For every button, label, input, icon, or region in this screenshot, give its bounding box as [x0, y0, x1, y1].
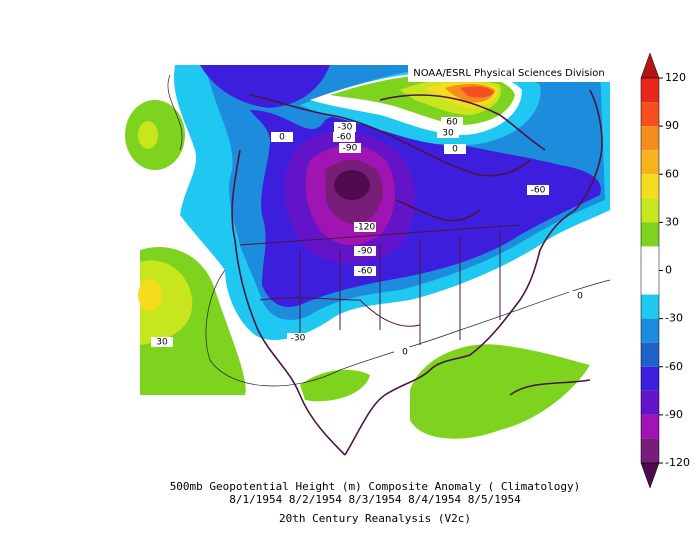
colorbar-tick-label: 60 — [665, 167, 679, 180]
colorbar-band — [641, 438, 659, 463]
colorbar-arrow — [640, 52, 660, 79]
contour-label-box — [354, 222, 376, 232]
contour-label: 30 — [442, 129, 454, 139]
colorbar-band — [641, 102, 659, 127]
colorbar-band — [641, 342, 659, 367]
coastline — [329, 114, 531, 177]
ridge — [410, 344, 590, 439]
contour-label-box — [354, 266, 376, 276]
colorbar-band — [641, 222, 659, 247]
contour-label: -120 — [355, 223, 376, 233]
contour-label: -90 — [343, 144, 358, 154]
colorbar-band — [641, 198, 659, 223]
contour-label-box — [437, 128, 459, 138]
ridge — [300, 369, 370, 402]
contour-label-box — [334, 122, 356, 132]
credit-box — [408, 64, 610, 82]
trough — [334, 170, 370, 200]
colorbar-tick-label: -60 — [665, 360, 683, 373]
colorbar-band — [641, 126, 659, 151]
contour-label-box — [441, 117, 463, 127]
contour-label-box — [271, 132, 293, 142]
colorbar-band — [641, 150, 659, 175]
colorbar-band — [641, 294, 659, 319]
contour-label-box — [527, 185, 549, 195]
colorbar-tick-label: 120 — [665, 71, 686, 84]
contour-label: -30 — [338, 123, 353, 133]
caption: 500mb Geopotential Height (m) Composite … — [170, 480, 581, 493]
contour-label-box — [569, 291, 591, 301]
contour-label-box — [339, 143, 361, 153]
colorbar-band — [641, 318, 659, 343]
border — [239, 224, 521, 345]
contour-label-box — [444, 144, 466, 154]
colorbar: 120 90 60 30 0 -30 -60 -90 -120 — [640, 52, 690, 489]
colorbar-band — [641, 174, 659, 199]
arctic-ridge — [460, 86, 494, 98]
colorbar-tick-label: -90 — [665, 408, 683, 421]
contour-label-box — [287, 333, 309, 343]
colorbar-band — [641, 414, 659, 439]
contour-label: -90 — [358, 247, 373, 257]
contour-label: 0 — [279, 133, 285, 143]
contour-label: 30 — [156, 338, 168, 348]
contour-label-box — [333, 132, 355, 142]
contour-label: 0 — [577, 292, 583, 302]
colorbar-tick-label: 90 — [665, 119, 679, 132]
contour-label: -60 — [337, 133, 352, 143]
caption: 20th Century Reanalysis (V2c) — [279, 512, 471, 525]
contour-label: -60 — [531, 186, 546, 196]
contour-label: -30 — [291, 334, 306, 344]
credit: NOAA/ESRL Physical Sciences Division — [413, 68, 605, 79]
colorbar-band — [641, 246, 659, 271]
caption: 8/1/1954 8/2/1954 8/3/1954 8/4/1954 8/5/… — [229, 493, 521, 506]
ridge — [138, 279, 162, 311]
colorbar-band — [641, 78, 659, 103]
coastline — [231, 149, 346, 456]
colorbar-tick-label: 30 — [665, 215, 679, 228]
colorbar-tick-label: -30 — [665, 312, 683, 325]
colorbar-tick-label: 0 — [665, 264, 672, 277]
map — [125, 65, 611, 460]
colorbar-band — [641, 270, 659, 295]
coastline — [344, 89, 603, 456]
contour-label-box — [394, 347, 416, 357]
contour-label: 60 — [446, 118, 458, 128]
contour-label: 0 — [452, 145, 458, 155]
ridge — [138, 121, 158, 149]
coastline — [249, 94, 546, 151]
coastline — [509, 379, 591, 396]
contour-label-box — [151, 337, 173, 347]
contour-line — [205, 269, 611, 387]
contour-label: -60 — [358, 267, 373, 277]
contour-line — [167, 74, 183, 151]
colorbar-tick-label: -120 — [665, 456, 690, 469]
contour-label: 0 — [402, 348, 408, 358]
colorbar-band — [641, 390, 659, 415]
colorbar-arrow — [640, 462, 660, 489]
colorbar-band — [641, 366, 659, 391]
coastline — [394, 199, 481, 222]
trough — [200, 65, 330, 108]
contour-label-box — [354, 246, 376, 256]
